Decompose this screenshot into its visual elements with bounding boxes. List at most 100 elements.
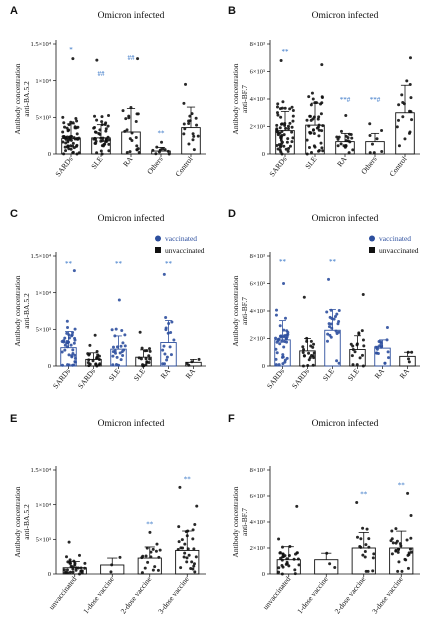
- x-tick-label: RA: [121, 154, 135, 168]
- data-point: [310, 91, 314, 95]
- data-point: [62, 568, 66, 572]
- data-point: [283, 106, 287, 110]
- data-point: [164, 328, 168, 332]
- data-point: [314, 101, 318, 105]
- data-point: [185, 556, 189, 560]
- data-point: [315, 126, 319, 130]
- y-tick-label: 5×10³: [36, 327, 51, 334]
- data-point: [312, 342, 316, 346]
- data-point: [335, 312, 339, 316]
- y-tick-label: 5×10³: [36, 537, 51, 544]
- data-point: [119, 344, 123, 348]
- data-point: [69, 120, 73, 124]
- y-axis-label-line: anti-BF.7: [240, 508, 249, 536]
- data-point: [293, 568, 297, 572]
- x-tick-label: 3-dose vaccine: [370, 574, 405, 615]
- data-point: [193, 570, 197, 574]
- data-point: [355, 535, 359, 539]
- data-point: [63, 348, 67, 352]
- x-tick-label: SARDs: [51, 367, 72, 391]
- data-point: [311, 128, 315, 132]
- data-point: [87, 358, 91, 362]
- data-point: [336, 144, 340, 148]
- data-point: [302, 295, 306, 299]
- data-point: [153, 565, 157, 569]
- data-point: [97, 354, 101, 358]
- data-point: [121, 109, 125, 113]
- significance-mark: **: [329, 258, 337, 266]
- data-point: [71, 141, 75, 145]
- data-point: [71, 570, 75, 574]
- data-point: [319, 102, 323, 106]
- legend-marker-unvaccinated: [369, 247, 375, 253]
- legend: vaccinated unvaccinated: [155, 234, 205, 255]
- data-point: [195, 504, 199, 508]
- data-point: [355, 363, 359, 367]
- data-point: [368, 122, 372, 126]
- data-point: [277, 363, 281, 367]
- data-point: [312, 132, 316, 136]
- data-point: [71, 57, 75, 61]
- data-point: [361, 338, 365, 342]
- data-point: [290, 130, 294, 134]
- data-point: [288, 121, 292, 125]
- significance-mark: **: [279, 258, 287, 266]
- data-point: [280, 355, 284, 359]
- data-point: [107, 142, 111, 146]
- data-point: [320, 63, 324, 67]
- data-point: [308, 130, 312, 134]
- data-point: [365, 527, 369, 531]
- data-point: [93, 333, 97, 337]
- data-point: [275, 105, 279, 109]
- data-point: [327, 322, 331, 326]
- data-point: [192, 564, 196, 568]
- data-point: [104, 127, 108, 131]
- data-point: [101, 139, 105, 143]
- data-point: [339, 142, 343, 146]
- data-point: [284, 147, 288, 151]
- data-point: [104, 129, 108, 133]
- data-point: [368, 151, 372, 155]
- data-point: [280, 106, 284, 110]
- data-point: [397, 547, 401, 551]
- data-point: [156, 568, 160, 572]
- chart-title: Omicron infected: [312, 418, 379, 429]
- data-point: [274, 357, 278, 361]
- data-point: [114, 362, 118, 366]
- data-point: [181, 546, 185, 550]
- panel-letter: F: [228, 413, 235, 425]
- x-tick-label: RA: [335, 154, 349, 168]
- data-point: [287, 564, 291, 568]
- data-point: [143, 566, 147, 570]
- chart-title: Omicron infected: [312, 10, 379, 21]
- data-point: [407, 357, 411, 361]
- x-tick-label: SARDs: [290, 367, 311, 391]
- y-tick-label: 0: [48, 363, 51, 370]
- data-point: [335, 359, 339, 363]
- data-point: [380, 150, 384, 154]
- data-point: [104, 121, 108, 125]
- data-point: [385, 338, 389, 342]
- data-point: [70, 354, 74, 358]
- data-point: [281, 353, 285, 357]
- data-point: [408, 82, 412, 86]
- data-point: [169, 353, 173, 357]
- y-axis-label: Antibody concentration anti-BA.5.2: [13, 486, 31, 557]
- x-tick-label: RA: [159, 366, 173, 380]
- panel-letter: E: [10, 413, 17, 425]
- y-tick-label: 5×10³: [36, 115, 51, 122]
- data-point: [279, 122, 283, 126]
- significance-mark: **: [184, 475, 192, 483]
- y-tick-label: 0: [48, 151, 51, 158]
- significance-mark: **#: [370, 96, 381, 104]
- data-point: [74, 117, 78, 121]
- data-point: [309, 118, 313, 122]
- data-point: [282, 335, 286, 339]
- data-point: [135, 112, 139, 116]
- data-point: [301, 345, 305, 349]
- data-point: [281, 100, 285, 104]
- data-point: [66, 363, 70, 367]
- data-point: [274, 313, 278, 317]
- data-point: [344, 134, 348, 138]
- data-point: [291, 114, 295, 118]
